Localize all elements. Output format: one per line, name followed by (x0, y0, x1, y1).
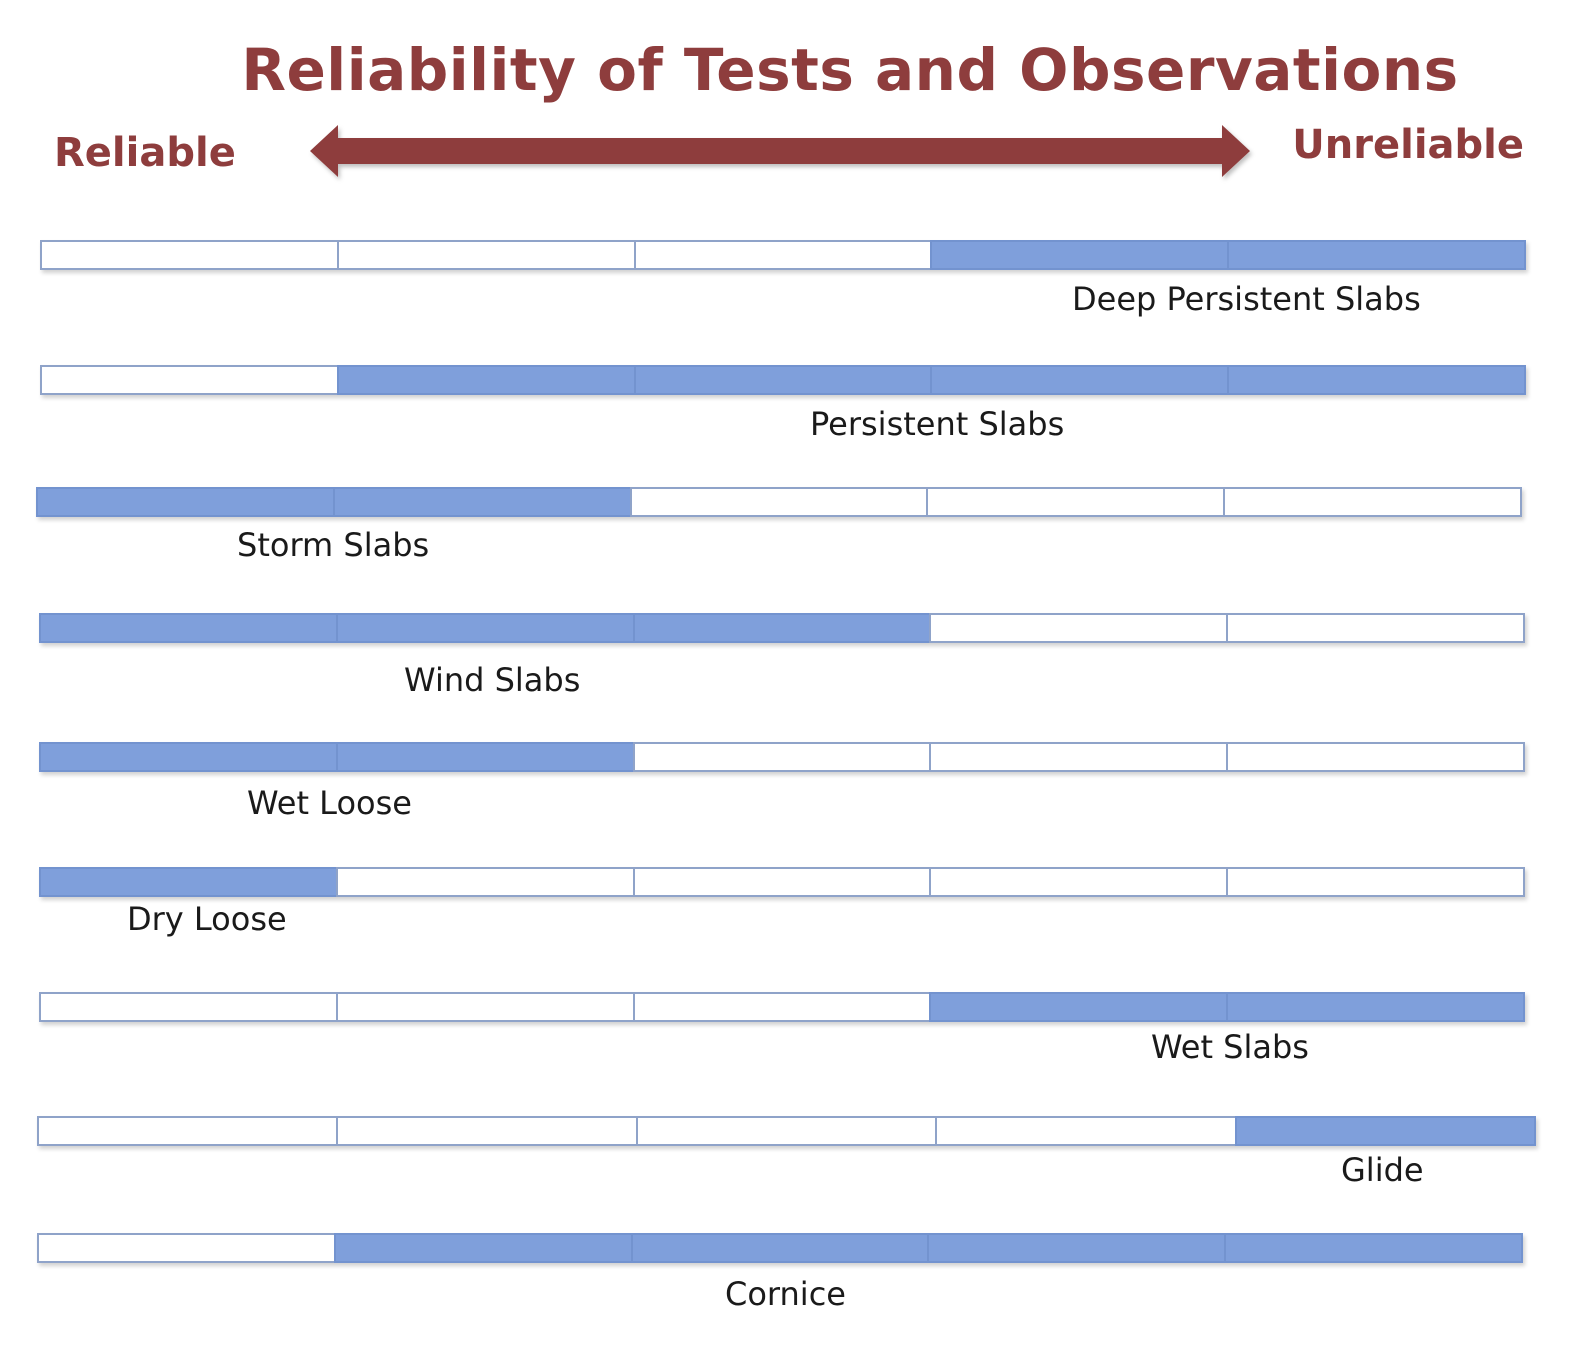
reliability-bar (36, 487, 1522, 517)
bar-segment-filled (1227, 365, 1526, 395)
reliable-label: Reliable (54, 130, 236, 176)
bar-label: Wet Loose (247, 784, 412, 822)
bar-segment-empty (632, 867, 932, 897)
bar-segment-filled (927, 1233, 1227, 1263)
bar-segment-filled (335, 742, 635, 772)
bar-segment-filled (632, 613, 932, 643)
bar-label: Persistent Slabs (810, 405, 1065, 443)
bar-segment-empty (929, 867, 1229, 897)
bar-label: Wind Slabs (404, 661, 581, 699)
bar-segment-empty (37, 1233, 336, 1263)
bar-label: Dry Loose (127, 900, 287, 938)
bar-segment-empty (1226, 867, 1525, 897)
bar-segment-filled (336, 365, 636, 395)
bar-segment-filled (335, 613, 635, 643)
bar-segment-filled (332, 487, 632, 517)
bar-segment-empty (633, 240, 933, 270)
bar-segment-empty (635, 1116, 938, 1146)
bar-segment-filled (930, 240, 1230, 270)
bar-segment-empty (935, 1116, 1237, 1146)
reliability-bar (39, 613, 1525, 643)
bar-segment-empty (40, 365, 339, 395)
reliability-bar (40, 240, 1526, 270)
bar-segment-empty (929, 742, 1229, 772)
reliability-bar (40, 365, 1526, 395)
diagram-title: Reliability of Tests and Observations (241, 36, 1459, 104)
bar-segment-empty (632, 992, 932, 1022)
bar-segment-filled (39, 613, 338, 643)
bar-segment-filled (630, 1233, 930, 1263)
bar-label: Cornice (725, 1275, 846, 1313)
reliability-bar (39, 867, 1525, 897)
bar-segment-empty (39, 992, 338, 1022)
bar-segment-empty (335, 992, 635, 1022)
bar-label: Glide (1341, 1151, 1424, 1189)
bar-segment-empty (1226, 613, 1525, 643)
double-arrow-icon (310, 125, 1250, 177)
reliability-bar (37, 1233, 1523, 1263)
bar-segment-empty (926, 487, 1226, 517)
bar-segment-filled (633, 365, 933, 395)
bar-label: Wet Slabs (1151, 1028, 1309, 1066)
bar-segment-empty (336, 240, 636, 270)
bar-segment-filled (930, 365, 1230, 395)
bar-segment-filled (39, 742, 338, 772)
bar-label: Deep Persistent Slabs (1072, 280, 1421, 318)
bar-segment-empty (335, 867, 635, 897)
bar-segment-filled (39, 867, 338, 897)
bar-segment-filled (1234, 1116, 1537, 1146)
bar-segment-empty (632, 742, 932, 772)
unreliable-label: Unreliable (1292, 122, 1524, 168)
reliability-bar (37, 1116, 1537, 1146)
bar-label: Storm Slabs (237, 526, 430, 564)
bar-segment-empty (1226, 742, 1525, 772)
bar-segment-empty (929, 613, 1229, 643)
bar-segment-empty (37, 1116, 339, 1146)
bar-segment-filled (333, 1233, 633, 1263)
bar-segment-empty (336, 1116, 638, 1146)
bar-segment-empty (1223, 487, 1522, 517)
bar-segment-empty (40, 240, 339, 270)
bar-segment-filled (929, 992, 1229, 1022)
bar-segment-filled (1226, 992, 1525, 1022)
bar-segment-filled (1224, 1233, 1523, 1263)
reliability-bar (39, 992, 1525, 1022)
bar-segment-filled (1227, 240, 1526, 270)
bar-segment-filled (36, 487, 335, 517)
reliability-bar (39, 742, 1525, 772)
bar-segment-empty (629, 487, 929, 517)
